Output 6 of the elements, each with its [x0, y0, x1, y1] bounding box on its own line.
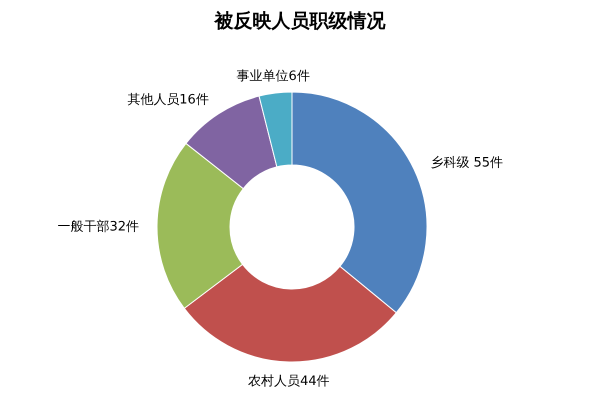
slice-label: 事业单位6件 [236, 69, 310, 84]
chart-title: 被反映人员职级情况 [214, 10, 386, 32]
slice-label: 其他人员16件 [127, 92, 209, 108]
slice-label: 乡科级 55件 [430, 156, 504, 171]
slice-label: 一般干部32件 [57, 219, 140, 234]
slice-label: 农村人员44件 [248, 374, 330, 389]
